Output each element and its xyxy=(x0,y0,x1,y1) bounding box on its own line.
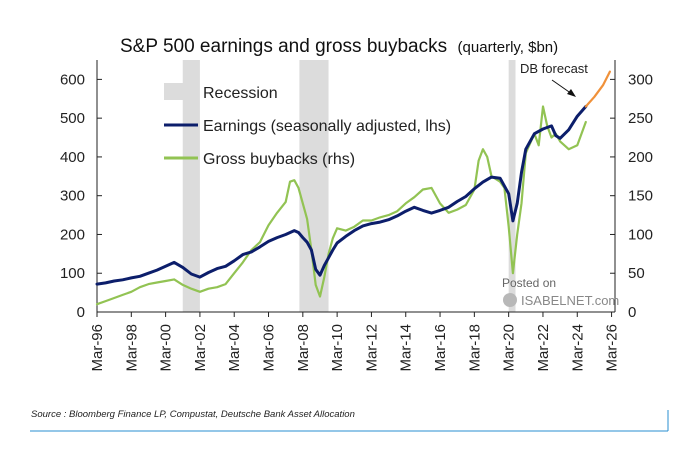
legend-buybacks-label: Gross buybacks (rhs) xyxy=(203,151,355,168)
watermark-posted-on: Posted on xyxy=(502,276,556,290)
x-tick-label: Mar-10 xyxy=(329,324,346,372)
legend: Recession Earnings (seasonally adjusted,… xyxy=(164,83,451,168)
axes: 0 100 200 300 400 500 600 0 50 100 150 200 250 300 Mar… xyxy=(60,60,653,372)
y-left-tick-label: 300 xyxy=(60,188,85,205)
watermark-logo-icon xyxy=(503,293,517,307)
chart-title-sub: (quarterly, $bn) xyxy=(458,39,559,56)
db-forecast-line xyxy=(584,70,612,108)
y-left-tick-label: 200 xyxy=(60,226,85,243)
x-tick-label: Mar-26 xyxy=(604,324,621,372)
x-tick-label: Mar-24 xyxy=(569,324,586,372)
x-tick-label: Mar-16 xyxy=(432,324,449,372)
y-right-tick-label: 150 xyxy=(628,188,653,205)
recession-band-0 xyxy=(182,60,200,312)
y-left-tick-label: 100 xyxy=(60,265,85,282)
earnings-line xyxy=(95,105,588,286)
x-tick-label: Mar-18 xyxy=(466,324,483,372)
db-forecast-annotation: DB forecast xyxy=(520,61,588,76)
x-tick-label: Mar-96 xyxy=(89,324,106,372)
x-tick-label: Mar-04 xyxy=(226,324,243,372)
x-tick-label: Mar-14 xyxy=(398,324,415,372)
y-right-tick-label: 0 xyxy=(628,304,636,321)
buybacks-line xyxy=(95,105,587,306)
series-lines xyxy=(95,70,612,306)
legend-earnings-label: Earnings (seasonally adjusted, lhs) xyxy=(203,118,451,135)
y-right-tick-label: 300 xyxy=(628,71,653,88)
y-right-tick-label: 200 xyxy=(628,149,653,166)
x-tick-label: Mar-98 xyxy=(123,324,140,372)
legend-recession-swatch xyxy=(164,83,198,100)
x-tick-label: Mar-06 xyxy=(261,324,278,372)
x-tick-label: Mar-20 xyxy=(501,324,518,372)
y-right-tick-label: 250 xyxy=(628,110,653,127)
watermark-site: ISABELNET.com xyxy=(521,293,619,308)
y-left-tick-label: 400 xyxy=(60,149,85,166)
chart-title: S&P 500 earnings and gross buybacks (qua… xyxy=(120,36,558,57)
x-tick-label: Mar-12 xyxy=(363,324,380,372)
recession-band-2 xyxy=(508,60,516,312)
source-note: Source : Bloomberg Finance LP, Compustat… xyxy=(31,409,355,420)
y-left-tick-label: 600 xyxy=(60,71,85,88)
db-forecast-arrowhead xyxy=(567,89,576,97)
x-tick-label: Mar-08 xyxy=(295,324,312,372)
x-tick-label: Mar-00 xyxy=(158,324,175,372)
legend-recession-label: Recession xyxy=(203,85,278,102)
db-forecast-arrow xyxy=(551,79,573,95)
x-tick-label: Mar-22 xyxy=(535,324,552,372)
y-left-tick-label: 0 xyxy=(77,304,85,321)
x-tick-label: Mar-02 xyxy=(192,324,209,372)
y-right-tick-label: 100 xyxy=(628,226,653,243)
chart-title-main: S&P 500 earnings and gross buybacks xyxy=(120,36,447,57)
y-left-tick-label: 500 xyxy=(60,110,85,127)
y-right-tick-label: 50 xyxy=(628,265,645,282)
